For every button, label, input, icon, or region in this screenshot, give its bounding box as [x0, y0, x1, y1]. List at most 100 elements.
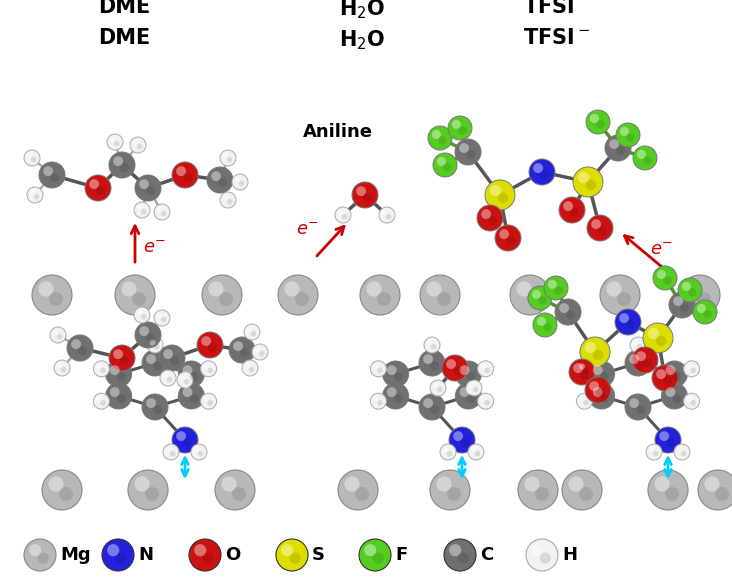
- Circle shape: [355, 487, 369, 501]
- Circle shape: [453, 366, 462, 375]
- Circle shape: [113, 156, 123, 166]
- Circle shape: [146, 354, 156, 364]
- Circle shape: [626, 133, 635, 142]
- Circle shape: [295, 292, 309, 306]
- Circle shape: [338, 470, 378, 510]
- Circle shape: [459, 143, 469, 153]
- Circle shape: [221, 476, 236, 492]
- Circle shape: [447, 359, 456, 369]
- Circle shape: [37, 553, 49, 564]
- Circle shape: [589, 381, 599, 391]
- Circle shape: [466, 150, 475, 159]
- Circle shape: [424, 337, 440, 353]
- Circle shape: [163, 373, 168, 379]
- Circle shape: [161, 211, 166, 216]
- Circle shape: [220, 192, 236, 208]
- Circle shape: [544, 276, 568, 300]
- Circle shape: [473, 387, 479, 392]
- Circle shape: [223, 195, 228, 201]
- Circle shape: [32, 275, 72, 315]
- Circle shape: [498, 193, 508, 203]
- Circle shape: [653, 266, 677, 290]
- Circle shape: [105, 361, 132, 387]
- Circle shape: [234, 341, 243, 351]
- Circle shape: [477, 361, 493, 377]
- Circle shape: [137, 205, 143, 211]
- Circle shape: [466, 394, 476, 403]
- Circle shape: [146, 333, 155, 342]
- Circle shape: [373, 363, 379, 369]
- Circle shape: [616, 146, 625, 155]
- Circle shape: [227, 199, 232, 205]
- Circle shape: [177, 372, 193, 388]
- Circle shape: [471, 446, 477, 453]
- Circle shape: [532, 290, 541, 299]
- Circle shape: [360, 275, 400, 315]
- Circle shape: [569, 476, 583, 492]
- Circle shape: [579, 487, 593, 501]
- Circle shape: [184, 379, 190, 385]
- Circle shape: [529, 159, 555, 185]
- Circle shape: [559, 303, 569, 313]
- Circle shape: [665, 487, 679, 501]
- Circle shape: [428, 126, 452, 150]
- Circle shape: [648, 470, 688, 510]
- Circle shape: [160, 370, 176, 386]
- Circle shape: [167, 377, 173, 382]
- Circle shape: [39, 162, 65, 188]
- Circle shape: [688, 288, 697, 296]
- Circle shape: [449, 544, 461, 556]
- Circle shape: [386, 365, 397, 375]
- Circle shape: [96, 396, 102, 402]
- Circle shape: [31, 157, 37, 162]
- Circle shape: [598, 226, 607, 235]
- Circle shape: [56, 363, 63, 369]
- Circle shape: [202, 275, 242, 315]
- Circle shape: [480, 363, 486, 369]
- Text: H: H: [562, 546, 577, 564]
- Circle shape: [244, 324, 260, 340]
- Circle shape: [662, 361, 687, 387]
- Circle shape: [455, 139, 481, 165]
- Circle shape: [157, 313, 163, 319]
- Circle shape: [122, 282, 137, 296]
- Circle shape: [183, 438, 192, 447]
- Circle shape: [109, 152, 135, 178]
- Circle shape: [110, 136, 116, 143]
- Circle shape: [61, 367, 67, 372]
- Circle shape: [363, 193, 372, 202]
- Circle shape: [431, 344, 436, 349]
- Circle shape: [134, 307, 150, 323]
- Circle shape: [176, 431, 186, 441]
- Circle shape: [146, 398, 156, 408]
- Circle shape: [589, 383, 615, 409]
- Circle shape: [337, 209, 343, 216]
- Circle shape: [157, 206, 163, 213]
- Circle shape: [499, 229, 509, 239]
- Circle shape: [116, 553, 127, 564]
- Circle shape: [381, 209, 388, 216]
- Circle shape: [433, 153, 457, 177]
- Circle shape: [674, 444, 690, 460]
- Circle shape: [606, 282, 621, 296]
- Circle shape: [49, 292, 63, 306]
- Text: $e^{-}$: $e^{-}$: [650, 241, 673, 259]
- Circle shape: [663, 376, 672, 385]
- Circle shape: [183, 173, 192, 182]
- Circle shape: [593, 387, 602, 397]
- Circle shape: [218, 178, 227, 187]
- Circle shape: [495, 225, 521, 251]
- Circle shape: [697, 292, 711, 306]
- Circle shape: [480, 396, 486, 402]
- Circle shape: [179, 375, 186, 380]
- Circle shape: [548, 280, 557, 289]
- Text: S: S: [312, 546, 325, 564]
- Circle shape: [172, 162, 198, 188]
- Circle shape: [596, 388, 605, 397]
- Circle shape: [555, 299, 581, 325]
- Circle shape: [193, 446, 200, 453]
- Circle shape: [527, 292, 541, 306]
- Circle shape: [223, 152, 228, 159]
- Circle shape: [50, 173, 59, 182]
- Circle shape: [255, 346, 261, 353]
